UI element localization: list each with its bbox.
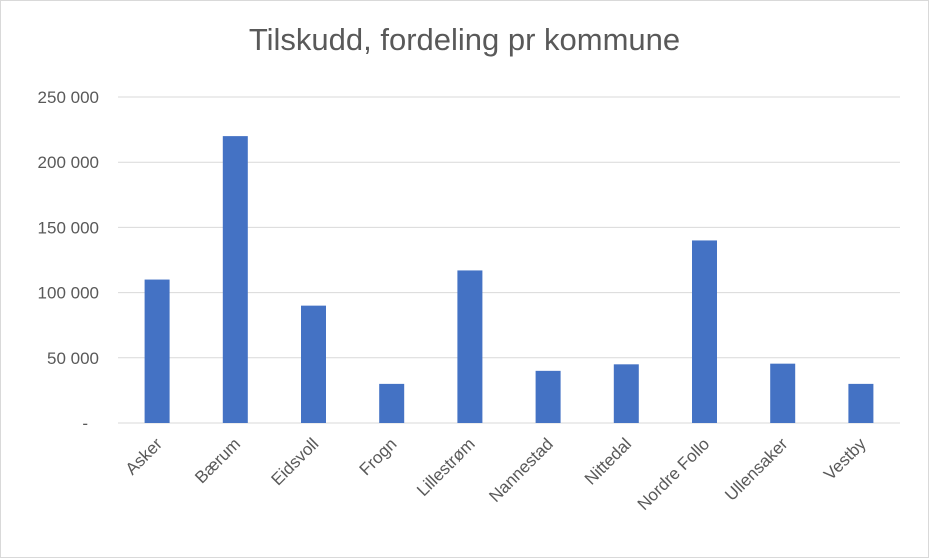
bar bbox=[222, 136, 248, 423]
y-tick-label: 250 000 bbox=[38, 88, 99, 107]
bar bbox=[144, 279, 170, 423]
y-tick-label: - bbox=[82, 414, 88, 433]
y-axis-labels: - 50 000 100 000 150 000 200 000 250 000 bbox=[38, 88, 99, 433]
y-tick-label: 50 000 bbox=[47, 349, 99, 368]
x-tick-label: Nittedal bbox=[581, 434, 635, 488]
y-tick-label: 150 000 bbox=[38, 218, 99, 237]
x-tick-label: Eidsvoll bbox=[267, 434, 322, 489]
bar bbox=[535, 370, 561, 423]
bars bbox=[144, 136, 874, 423]
y-tick-label: 200 000 bbox=[38, 153, 99, 172]
bar bbox=[770, 363, 796, 423]
bar bbox=[379, 383, 405, 423]
bar bbox=[692, 240, 717, 423]
bar bbox=[457, 270, 483, 423]
x-tick-label: Nordre Follo bbox=[634, 434, 714, 514]
chart-title: Tilskudd, fordeling pr kommune bbox=[248, 22, 681, 57]
x-tick-label: Bærum bbox=[191, 434, 244, 487]
gridlines bbox=[118, 96, 900, 424]
x-tick-label: Vestby bbox=[820, 434, 870, 484]
x-tick-label: Ullensaker bbox=[721, 434, 791, 504]
x-tick-label: Asker bbox=[122, 434, 166, 478]
bar bbox=[301, 305, 326, 423]
x-axis-labels: Asker Bærum Eidsvoll Frogn Lillestrøm Nannest… bbox=[122, 434, 870, 514]
x-tick-label: Lillestrøm bbox=[413, 434, 479, 500]
x-tick-label: Nannestad bbox=[485, 434, 557, 506]
bar bbox=[848, 383, 874, 423]
bar bbox=[613, 364, 639, 423]
x-tick-label: Frogn bbox=[356, 434, 401, 479]
y-tick-label: 100 000 bbox=[38, 284, 99, 303]
